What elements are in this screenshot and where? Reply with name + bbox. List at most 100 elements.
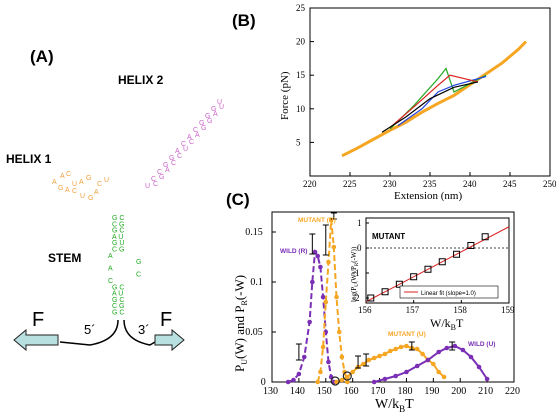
arrow-left: [13, 328, 59, 352]
c-xtick-label: 210: [478, 386, 493, 397]
b-xtick-label: 250: [543, 179, 556, 189]
c-point: [452, 343, 458, 349]
stem-base: G C: [112, 284, 124, 291]
helix1-base: G: [88, 195, 93, 202]
inset-point: [367, 294, 375, 302]
c-point: [318, 369, 323, 375]
c-point: [436, 349, 442, 355]
c-xtick-label: 150: [317, 386, 332, 397]
c-point: [320, 294, 326, 300]
c-xtick-label: 140: [290, 386, 305, 397]
c-point: [339, 354, 345, 360]
helix2-label: HELIX 2: [118, 73, 164, 87]
helix2-base: U: [217, 99, 222, 106]
inset-xtick-label: 157: [406, 305, 420, 315]
helix2-base: G: [199, 120, 204, 127]
stem-base: A: [108, 253, 113, 260]
c-point: [468, 354, 474, 360]
inset-xtick-label: 158: [453, 305, 467, 315]
c-point: [323, 299, 329, 305]
inset-xtick-label: 156: [358, 305, 372, 315]
c-ytick-label: 0.1: [250, 277, 263, 288]
label-wild-r: WILD (R): [280, 248, 307, 255]
helix1-base: U: [104, 177, 109, 184]
helix1-base: A: [94, 189, 99, 196]
helix1-label: HELIX 1: [6, 152, 52, 166]
stem-base: A U: [112, 291, 123, 298]
c-point: [382, 376, 388, 382]
stem-label: STEM: [48, 251, 81, 265]
c-point: [444, 345, 450, 351]
c-point: [318, 264, 323, 270]
c-point: [301, 354, 307, 360]
helix1-base: A: [65, 187, 70, 194]
c-point: [431, 361, 436, 367]
end-5prime-label: 5´: [84, 322, 96, 337]
helix1-base: C: [66, 171, 71, 178]
c-point: [315, 379, 321, 385]
label-mutant-u: MUTANT (U): [388, 331, 426, 338]
c-xtick-label: 160: [344, 386, 359, 397]
c-point: [296, 371, 302, 377]
stem-base: C: [136, 272, 141, 279]
panel-a-label: (A): [30, 47, 54, 66]
inset-legend: [399, 285, 499, 299]
c-point: [320, 344, 326, 350]
inset-legend-text: Linear fit (slope=1.0): [421, 291, 476, 297]
helix2-base: U: [183, 146, 188, 153]
end-3prime-label: 3´: [138, 322, 150, 337]
c-point: [307, 319, 312, 325]
inset-point: [381, 288, 389, 296]
inset-ylabel: log(PU(W)/PR(-W)): [350, 246, 360, 302]
stem-base: G C: [112, 297, 124, 304]
c-point: [414, 346, 420, 352]
c-point: [441, 374, 447, 380]
helix2-base: C: [177, 153, 182, 160]
force-left-label: F: [32, 309, 44, 331]
c-point: [285, 379, 291, 385]
helix2-base: G: [159, 174, 164, 181]
helix1-base: G: [86, 175, 91, 182]
stem-base: C G: [112, 221, 124, 228]
c-point: [393, 373, 398, 379]
b-series-line: [389, 74, 479, 129]
b-xtick-label: 230: [383, 179, 397, 189]
stem-base: G C: [112, 228, 124, 235]
panel-c-inset: 156 157 158 159 -2 -1 0 1 MUTANT W/kBT log(PU(W…: [350, 217, 515, 332]
inset-point: [481, 233, 489, 241]
helix2-base: G: [201, 125, 206, 132]
strand-3prime: [123, 319, 156, 346]
c-point: [420, 351, 425, 357]
stem-base: A U: [112, 234, 123, 241]
stem-base: G C: [112, 215, 124, 222]
c-point: [476, 364, 482, 370]
helix2-base: C: [171, 160, 176, 167]
inset-plot: 156 157 158 159 -2 -1 0 1: [352, 218, 515, 315]
c-point: [425, 357, 431, 363]
c-point: [436, 369, 442, 375]
c-point: [414, 363, 420, 369]
helix2-base: A: [165, 167, 170, 174]
panel-c-xlabel: W/kBT: [375, 397, 414, 414]
b-ytick-label: 5: [296, 137, 301, 147]
inset-title: MUTANT: [372, 232, 405, 241]
b-xtick-label: 220: [303, 179, 317, 189]
c-ytick-label: 0.05: [245, 327, 263, 338]
c-point: [371, 379, 377, 385]
panel-b-label: (B): [232, 11, 256, 30]
c-point: [344, 374, 350, 380]
inset-point: [453, 250, 461, 258]
label-mutant-r: MUTANT (R): [298, 217, 336, 224]
helix2-base: C: [157, 169, 162, 176]
helix2-base: C: [153, 181, 158, 188]
panel-b: (B) 220 225 230 235 240 245 250 5 10 15 20 25 Exten…: [232, 3, 556, 202]
c-crossing-wild: [330, 376, 340, 386]
c-xtick-label: 130: [263, 386, 278, 397]
c-point: [339, 377, 345, 383]
helix2-base: G: [205, 113, 210, 120]
helix1-base: U: [72, 181, 77, 188]
inset-point: [438, 258, 446, 266]
c-point: [342, 369, 347, 375]
c-point: [382, 351, 388, 357]
